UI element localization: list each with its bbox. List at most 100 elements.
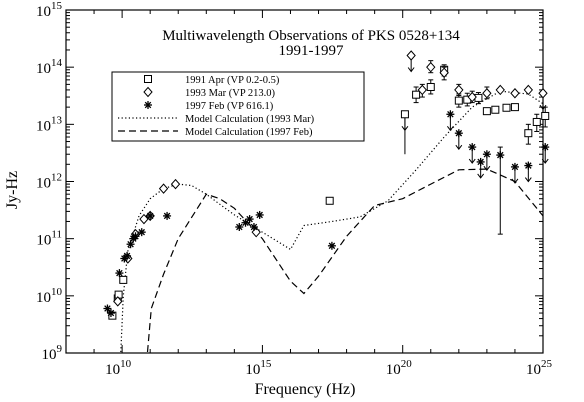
asterisk-point [524, 161, 533, 170]
asterisk-point [131, 232, 140, 241]
square-marker [541, 111, 550, 120]
y-axis-title: Jy-Hz [4, 171, 21, 209]
asterisk-stroke [256, 211, 263, 219]
data-points [103, 50, 550, 320]
square-point [541, 111, 550, 120]
square-marker [482, 107, 491, 116]
diamond-marker [406, 50, 416, 61]
diamond-point [426, 61, 436, 73]
y-tick-label: 1015 [36, 0, 63, 20]
upper-limit-arrowhead [455, 144, 463, 151]
square-point [400, 110, 409, 119]
diamond-marker [139, 213, 149, 225]
diamond-point [113, 296, 123, 307]
axis-ticks [65, 9, 544, 354]
diamond-point [495, 84, 505, 96]
y-tick-label: 1010 [36, 286, 63, 306]
asterisk-stroke [468, 143, 476, 151]
x-tick-label: 1010 [105, 358, 132, 378]
square-point [524, 129, 533, 138]
diamond-point [538, 87, 548, 99]
asterisk-point [476, 157, 485, 166]
x-tick-label: 1015 [245, 358, 272, 378]
x-tick-labels: 1010 1015 1020 1025 [105, 358, 552, 378]
square-point [325, 196, 334, 205]
asterisk-point [235, 222, 244, 231]
y-tick-labels: 109 1010 1011 1012 1013 1014 1015 [36, 0, 63, 363]
legend-label: Model Calculation (1997 Feb) [185, 127, 313, 138]
legend-markers [118, 75, 178, 132]
diamond-marker [113, 296, 123, 307]
diamond-marker [538, 87, 548, 99]
x-tick-label: 1025 [526, 358, 553, 378]
asterisk-stroke [250, 223, 258, 231]
asterisk-stroke [127, 240, 134, 248]
asterisk-stroke [246, 215, 253, 223]
asterisk-stroke [107, 309, 115, 317]
asterisk-point [163, 211, 172, 220]
square-point [412, 90, 421, 99]
square-point [502, 103, 511, 112]
diamond-point [454, 84, 464, 96]
asterisk-stroke [116, 269, 123, 277]
x-tick-label: 1020 [386, 358, 413, 378]
asterisk-point [115, 269, 124, 278]
diamond-marker [495, 84, 505, 96]
square-point [119, 275, 128, 284]
diamond-point [523, 84, 533, 96]
square-marker [491, 105, 500, 114]
asterisk-point [510, 162, 519, 171]
upper-limit-arrowhead [477, 173, 485, 179]
asterisk-point [137, 228, 146, 237]
upper-limit-arrowhead [539, 104, 547, 111]
diamond-point [510, 87, 520, 99]
square-marker [325, 196, 334, 205]
square-point [491, 105, 500, 114]
asterisk-point [249, 222, 258, 231]
legend: 1991 Apr (VP 0.2-0.5) 1993 Mar (VP 213.0… [111, 71, 365, 142]
asterisk-point [446, 110, 455, 119]
asterisk-point [103, 304, 112, 313]
square-point [532, 117, 541, 126]
asterisk-stroke [123, 252, 131, 260]
chart-title: Multiwavelength Observations of PKS 0528… [162, 28, 460, 44]
square-marker [426, 82, 435, 91]
asterisk-stroke [497, 151, 504, 159]
asterisk-point [482, 150, 491, 159]
legend-asterisk-marker [144, 101, 152, 109]
plot-frame [65, 9, 544, 354]
asterisk-stroke [447, 111, 454, 118]
square-marker [502, 103, 511, 112]
diamond-marker [417, 84, 427, 96]
diamond-point [158, 183, 169, 194]
diamond-marker [158, 183, 169, 194]
square-point [482, 107, 491, 116]
asterisk-stroke [104, 305, 111, 312]
diamond-marker [523, 84, 533, 96]
asterisk-stroke [163, 212, 171, 220]
model-curve-dashed [146, 168, 543, 353]
diamond-point [482, 87, 492, 99]
diamond-point [406, 50, 416, 61]
legend-diamond-marker [143, 86, 153, 98]
y-tick-label: 1011 [36, 229, 62, 249]
diamond-point [467, 91, 477, 103]
asterisk-stroke [328, 242, 336, 250]
diamond-point [439, 67, 449, 78]
diamond-point [170, 178, 181, 190]
square-marker [510, 103, 519, 112]
upper-limit-arrowhead [511, 178, 519, 184]
asterisk-stroke [483, 150, 491, 158]
model-curve-dotted [120, 90, 543, 353]
legend-square-marker [144, 75, 152, 83]
model-curves [120, 90, 543, 353]
asterisk-point [454, 129, 463, 138]
square-point [510, 103, 519, 112]
square-point [426, 82, 435, 91]
legend-label: 1991 Apr (VP 0.2-0.5) [185, 75, 280, 86]
upper-limit-arrowhead [407, 67, 415, 73]
square-marker [412, 90, 421, 99]
y-tick-label: 1012 [36, 172, 62, 192]
upper-limit-arrowhead [401, 125, 409, 132]
